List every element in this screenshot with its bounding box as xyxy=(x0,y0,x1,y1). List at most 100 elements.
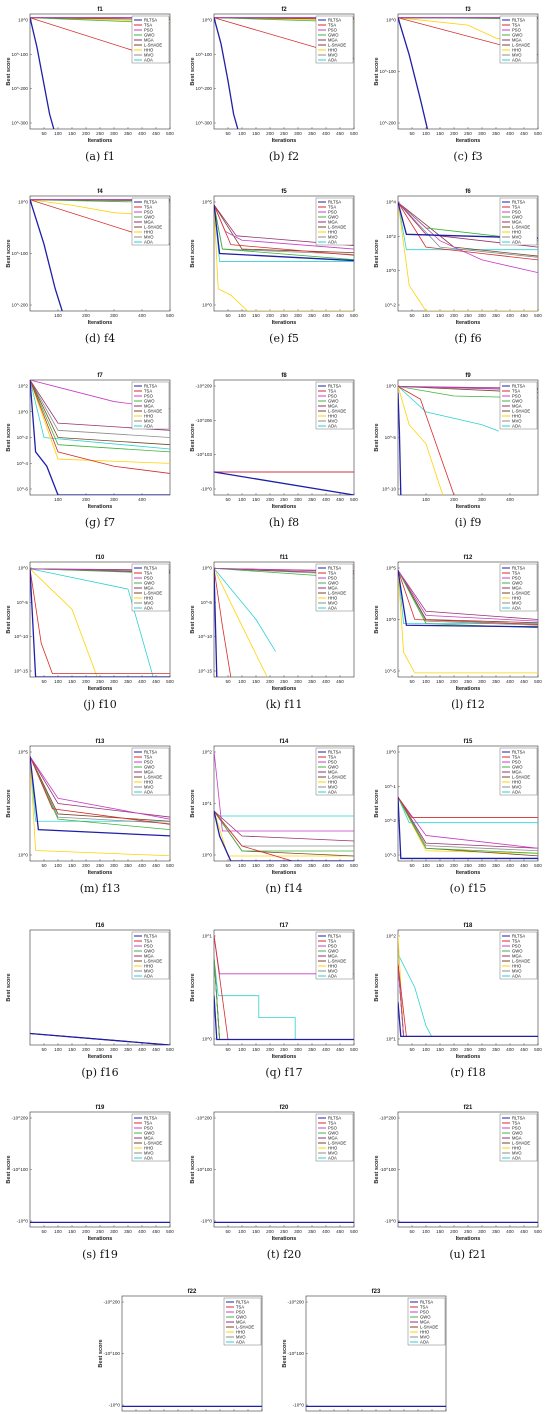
chart-panel-f19: f19 50 100 150 200 250 300 350 400 450 500 -10^209 -… xyxy=(6,1105,174,1261)
chart-title: f4 xyxy=(97,189,103,195)
x-tick-label: 250 xyxy=(280,1047,288,1052)
x-tick-label: 250 xyxy=(280,1229,288,1234)
y-tick-label: 10^4 xyxy=(386,200,396,205)
chart-title: f2 xyxy=(281,7,287,13)
series-line-mvo xyxy=(30,380,170,438)
x-tick-label: 400 xyxy=(138,497,146,502)
x-tick-label: 400 xyxy=(506,1229,514,1234)
subfigure-caption: (m) f13 xyxy=(80,882,121,895)
series-group xyxy=(398,796,538,860)
y-axis-label: Best score xyxy=(6,973,12,1001)
series-line-rltsa xyxy=(30,756,170,837)
y-tick-label: 10^2 xyxy=(386,234,396,239)
y-tick-label: 10^-100 xyxy=(12,251,29,256)
subfigure-caption: (e) f5 xyxy=(269,332,299,345)
legend-label: MVO xyxy=(328,235,338,240)
x-tick-label: 200 xyxy=(82,497,90,502)
chart-panel-f15: f15 50 100 150 200 250 300 350 400 450 500 10^0 10^-… xyxy=(374,739,542,895)
legend-label: MVO xyxy=(328,785,338,790)
legend-label: MGA xyxy=(512,1136,522,1141)
y-tick-label: 10^-100 xyxy=(380,69,397,74)
legend-label: TSA xyxy=(144,205,152,210)
legend-label: RLTSA xyxy=(144,1116,157,1121)
x-tick-label: 300 xyxy=(294,313,302,318)
y-axis-label: Best score xyxy=(98,1339,104,1367)
legend-label: GWO xyxy=(512,949,523,954)
y-axis-label: Best score xyxy=(374,57,380,85)
legend-label: L-SHADE xyxy=(144,225,162,230)
y-tick-label: 10^-4 xyxy=(17,461,29,466)
x-tick-label: 350 xyxy=(124,679,132,684)
legend-label: RLTSA xyxy=(328,200,341,205)
x-tick-label: 250 xyxy=(280,497,288,502)
series-line-l-shade xyxy=(30,756,170,822)
legend-label: RLTSA xyxy=(328,934,341,939)
legend-label: MGA xyxy=(328,586,338,591)
legend-label: MVO xyxy=(328,969,338,974)
y-tick-label: 10^0 xyxy=(18,853,28,858)
legend-label: GWO xyxy=(144,581,155,586)
y-tick-label: 10^-200 xyxy=(12,303,29,308)
y-tick-label: 10^-100 xyxy=(12,52,29,57)
x-tick-label: 450 xyxy=(520,679,528,684)
y-tick-label: 10^0 xyxy=(386,18,396,23)
legend-label: TSA xyxy=(328,571,336,576)
legend-label: MGA xyxy=(144,404,154,409)
x-axis-label: Iterations xyxy=(88,320,113,326)
series-line-rltsa xyxy=(214,204,354,262)
legend-label: RLTSA xyxy=(144,750,157,755)
series-line-tsa xyxy=(30,568,170,675)
legend-label: AOA xyxy=(512,790,521,795)
chart-panel-f23: f2350100150200250300350400450500-10^200-… xyxy=(282,1289,450,1414)
chart-panel-f4: f4 100 200 300 400 500 10^0 10^-100 10^-200 Best … xyxy=(6,189,174,345)
legend-label: TSA xyxy=(512,939,520,944)
legend-label: GWO xyxy=(144,33,155,38)
x-tick-label: 300 xyxy=(478,863,486,868)
chart-panel-f6: f6 50 100 150 200 250 300 350 400 450 500 10^4 10^2 1… xyxy=(374,189,542,345)
legend-label: GWO xyxy=(328,215,339,220)
legend-label: GWO xyxy=(144,399,155,404)
x-axis-label: Iterations xyxy=(456,1236,481,1242)
x-tick-label: 200 xyxy=(82,863,90,868)
legend-label: HHO xyxy=(328,414,338,419)
legend-label: PSO xyxy=(328,28,338,33)
legend-label: L-SHADE xyxy=(512,225,530,230)
y-tick-label: 10^-5 xyxy=(385,669,397,674)
x-tick-label: 200 xyxy=(450,1229,458,1234)
x-tick-label: 500 xyxy=(534,131,542,136)
y-tick-label: 10^-5 xyxy=(385,435,397,440)
x-tick-label: 300 xyxy=(478,1047,486,1052)
x-tick-label: 250 xyxy=(464,313,472,318)
legend-label: MGA xyxy=(420,1320,430,1325)
legend-label: MVO xyxy=(420,1335,430,1340)
x-tick-label: 150 xyxy=(436,131,444,136)
legend-label: GWO xyxy=(236,1315,247,1320)
y-tick-label: -10^100 xyxy=(12,1167,29,1172)
x-tick-label: 200 xyxy=(82,1047,90,1052)
x-tick-label: 350 xyxy=(124,863,132,868)
x-tick-label: 250 xyxy=(464,131,472,136)
legend-label: MVO xyxy=(236,1335,246,1340)
x-tick-label: 250 xyxy=(280,863,288,868)
y-axis-label: Best score xyxy=(190,973,196,1001)
legend-label: HHO xyxy=(512,596,522,601)
y-axis-label: Best score xyxy=(190,239,196,267)
y-tick-label: 10^5 xyxy=(386,566,396,571)
legend-label: GWO xyxy=(512,215,523,220)
y-tick-label: -10^100 xyxy=(380,1167,397,1172)
legend-label: MGA xyxy=(328,404,338,409)
chart-title: f22 xyxy=(188,1289,197,1295)
y-tick-label: 10^0 xyxy=(386,384,396,389)
x-tick-label: 400 xyxy=(322,863,330,868)
legend-label: MVO xyxy=(144,419,154,424)
series-line-rltsa xyxy=(398,392,402,495)
legend-label: PSO xyxy=(512,394,522,399)
legend-label: MVO xyxy=(144,235,154,240)
y-tick-label: 10^5 xyxy=(202,200,212,205)
subfigure-caption: (h) f8 xyxy=(269,516,299,529)
chart-title: f23 xyxy=(372,1289,381,1295)
y-tick-label: 10^-10 xyxy=(382,487,396,492)
x-tick-label: 300 xyxy=(294,131,302,136)
series-line-pso xyxy=(30,756,170,820)
x-tick-label: 250 xyxy=(96,1229,104,1234)
